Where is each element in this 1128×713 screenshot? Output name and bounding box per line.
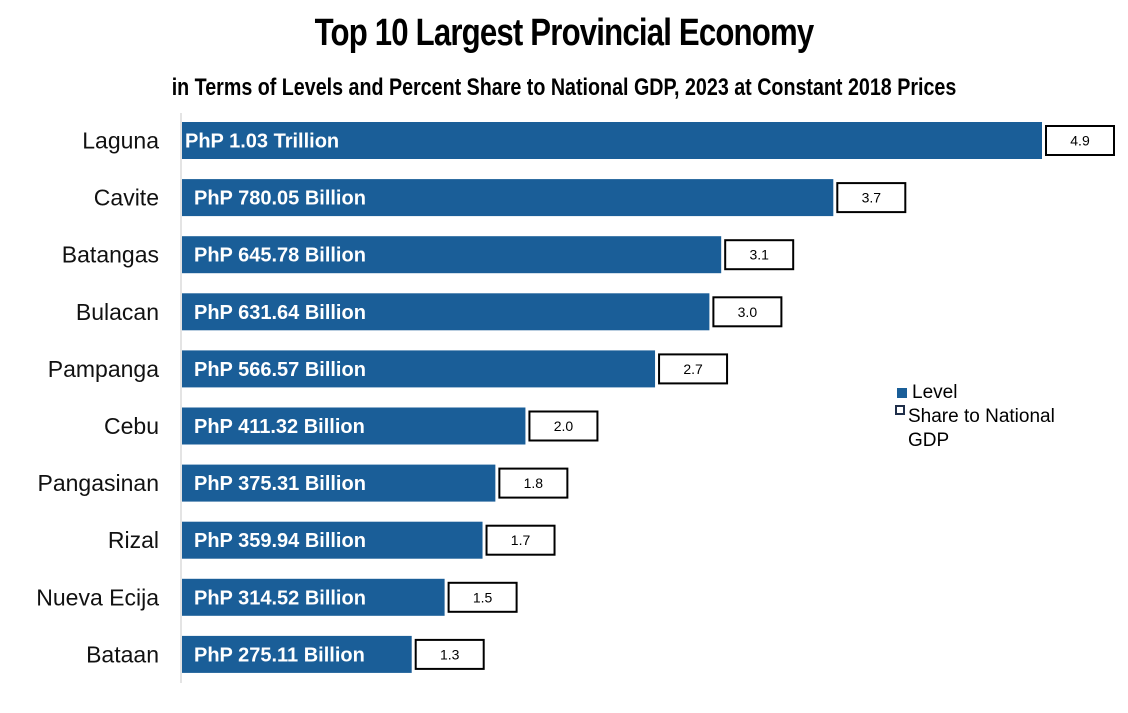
level-bar-label: PhP 411.32 Billion: [194, 416, 365, 438]
level-bar: [182, 122, 1042, 159]
chart-subtitle: in Terms of Levels and Percent Share to …: [171, 74, 957, 101]
level-bar-label: PhP 1.03 Trillion: [185, 131, 339, 153]
legend-label-level: Level: [912, 382, 958, 403]
share-label: 3.1: [749, 247, 769, 263]
share-label: 1.3: [440, 646, 460, 662]
share-box: [1045, 125, 1115, 156]
legend: Level Share to National GDP: [893, 381, 1093, 453]
legend-swatch-share: [895, 405, 905, 415]
level-bar: [182, 464, 496, 502]
share-label: 1.7: [511, 532, 531, 548]
category-label: Cavite: [94, 185, 159, 211]
category-label: Nueva Ecija: [36, 584, 159, 610]
share-box: [414, 638, 485, 670]
chart-title: Top 10 Largest Provincial Economy: [314, 12, 815, 54]
share-label: 2.0: [554, 418, 574, 434]
share-box: [658, 353, 729, 385]
level-bar-label: PhP 375.31 Billion: [194, 473, 366, 495]
share-label: 3.7: [862, 190, 882, 206]
category-label: Laguna: [82, 128, 159, 154]
level-bar: [182, 236, 722, 274]
category-label: Pampanga: [48, 356, 159, 382]
level-bar-label: PhP 645.78 Billion: [194, 245, 366, 267]
level-bar-label: PhP 359.94 Billion: [194, 530, 366, 552]
share-box: [836, 182, 907, 214]
level-bar-label: PhP 566.57 Billion: [194, 359, 366, 381]
category-label: Bataan: [86, 641, 159, 667]
level-bar: [182, 407, 526, 445]
share-box: [528, 410, 599, 442]
share-label: 1.5: [473, 589, 493, 605]
level-bar: [182, 635, 412, 673]
category-label: Cebu: [104, 413, 159, 439]
category-label: Bulacan: [76, 299, 159, 325]
legend-item-share: Share to National GDP: [893, 405, 1093, 453]
share-box: [485, 524, 556, 556]
level-bar: [182, 521, 483, 559]
share-box: [712, 296, 783, 328]
level-bar: [182, 350, 656, 388]
level-bar-label: PhP 275.11 Billion: [194, 644, 365, 666]
category-label: Pangasinan: [38, 470, 160, 496]
share-box: [498, 467, 569, 499]
share-label: 1.8: [524, 475, 544, 491]
level-bar: [182, 293, 710, 331]
legend-swatch-level: [897, 388, 907, 398]
level-bar: [182, 578, 445, 616]
legend-item-level: Level: [893, 381, 1093, 405]
share-label: 4.9: [1070, 133, 1090, 149]
share-label: 2.7: [683, 361, 703, 377]
share-label: 3.0: [738, 304, 758, 320]
legend-label-share: Share to National GDP: [908, 406, 1055, 451]
category-label: Rizal: [108, 527, 159, 553]
share-box: [447, 581, 518, 613]
level-bar: [182, 179, 834, 217]
share-box: [724, 239, 795, 271]
category-label: Batangas: [62, 242, 159, 268]
level-bar-label: PhP 631.64 Billion: [194, 302, 366, 324]
level-bar-label: PhP 780.05 Billion: [194, 188, 366, 210]
level-bar-label: PhP 314.52 Billion: [194, 587, 366, 609]
